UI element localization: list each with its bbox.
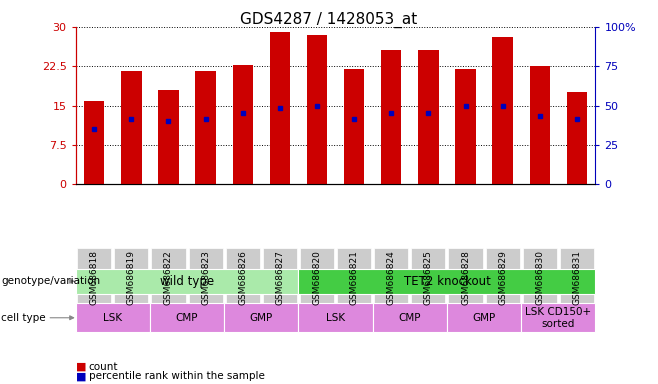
Bar <box>530 66 550 184</box>
Text: GSM686827: GSM686827 <box>276 250 284 305</box>
Bar <box>270 32 290 184</box>
Text: wild type: wild type <box>160 275 214 288</box>
Bar <box>121 71 141 184</box>
Text: GSM686824: GSM686824 <box>387 250 395 305</box>
Bar <box>418 50 439 184</box>
Text: GMP: GMP <box>472 313 495 323</box>
Bar <box>492 37 513 184</box>
Text: GSM686822: GSM686822 <box>164 250 173 305</box>
Text: GMP: GMP <box>249 313 273 323</box>
Text: cell type: cell type <box>1 313 46 323</box>
Bar <box>381 50 401 184</box>
Text: GDS4287 / 1428053_at: GDS4287 / 1428053_at <box>240 12 418 28</box>
Text: genotype/variation: genotype/variation <box>1 276 101 286</box>
Text: ■: ■ <box>76 362 86 372</box>
Text: count: count <box>89 362 118 372</box>
Bar <box>84 101 105 184</box>
Bar <box>344 69 365 184</box>
Text: CMP: CMP <box>176 313 198 323</box>
Bar <box>455 69 476 184</box>
Bar <box>232 65 253 184</box>
Text: GSM686820: GSM686820 <box>313 250 322 305</box>
Text: GSM686823: GSM686823 <box>201 250 210 305</box>
Text: ■: ■ <box>76 371 86 381</box>
Text: LSK: LSK <box>326 313 345 323</box>
Bar <box>195 71 216 184</box>
Text: LSK CD150+
sorted: LSK CD150+ sorted <box>525 307 592 329</box>
Text: GSM686818: GSM686818 <box>89 250 99 305</box>
Bar <box>307 35 327 184</box>
Text: GSM686829: GSM686829 <box>498 250 507 305</box>
Text: GSM686830: GSM686830 <box>536 250 544 305</box>
Text: LSK: LSK <box>103 313 122 323</box>
Text: GSM686819: GSM686819 <box>127 250 136 305</box>
Text: TET2 knockout: TET2 knockout <box>403 275 490 288</box>
Text: GSM686828: GSM686828 <box>461 250 470 305</box>
Text: CMP: CMP <box>399 313 421 323</box>
Text: percentile rank within the sample: percentile rank within the sample <box>89 371 265 381</box>
Text: GSM686825: GSM686825 <box>424 250 433 305</box>
Bar <box>567 93 587 184</box>
Text: GSM686821: GSM686821 <box>349 250 359 305</box>
Text: GSM686831: GSM686831 <box>572 250 582 305</box>
Bar <box>159 90 179 184</box>
Text: GSM686826: GSM686826 <box>238 250 247 305</box>
